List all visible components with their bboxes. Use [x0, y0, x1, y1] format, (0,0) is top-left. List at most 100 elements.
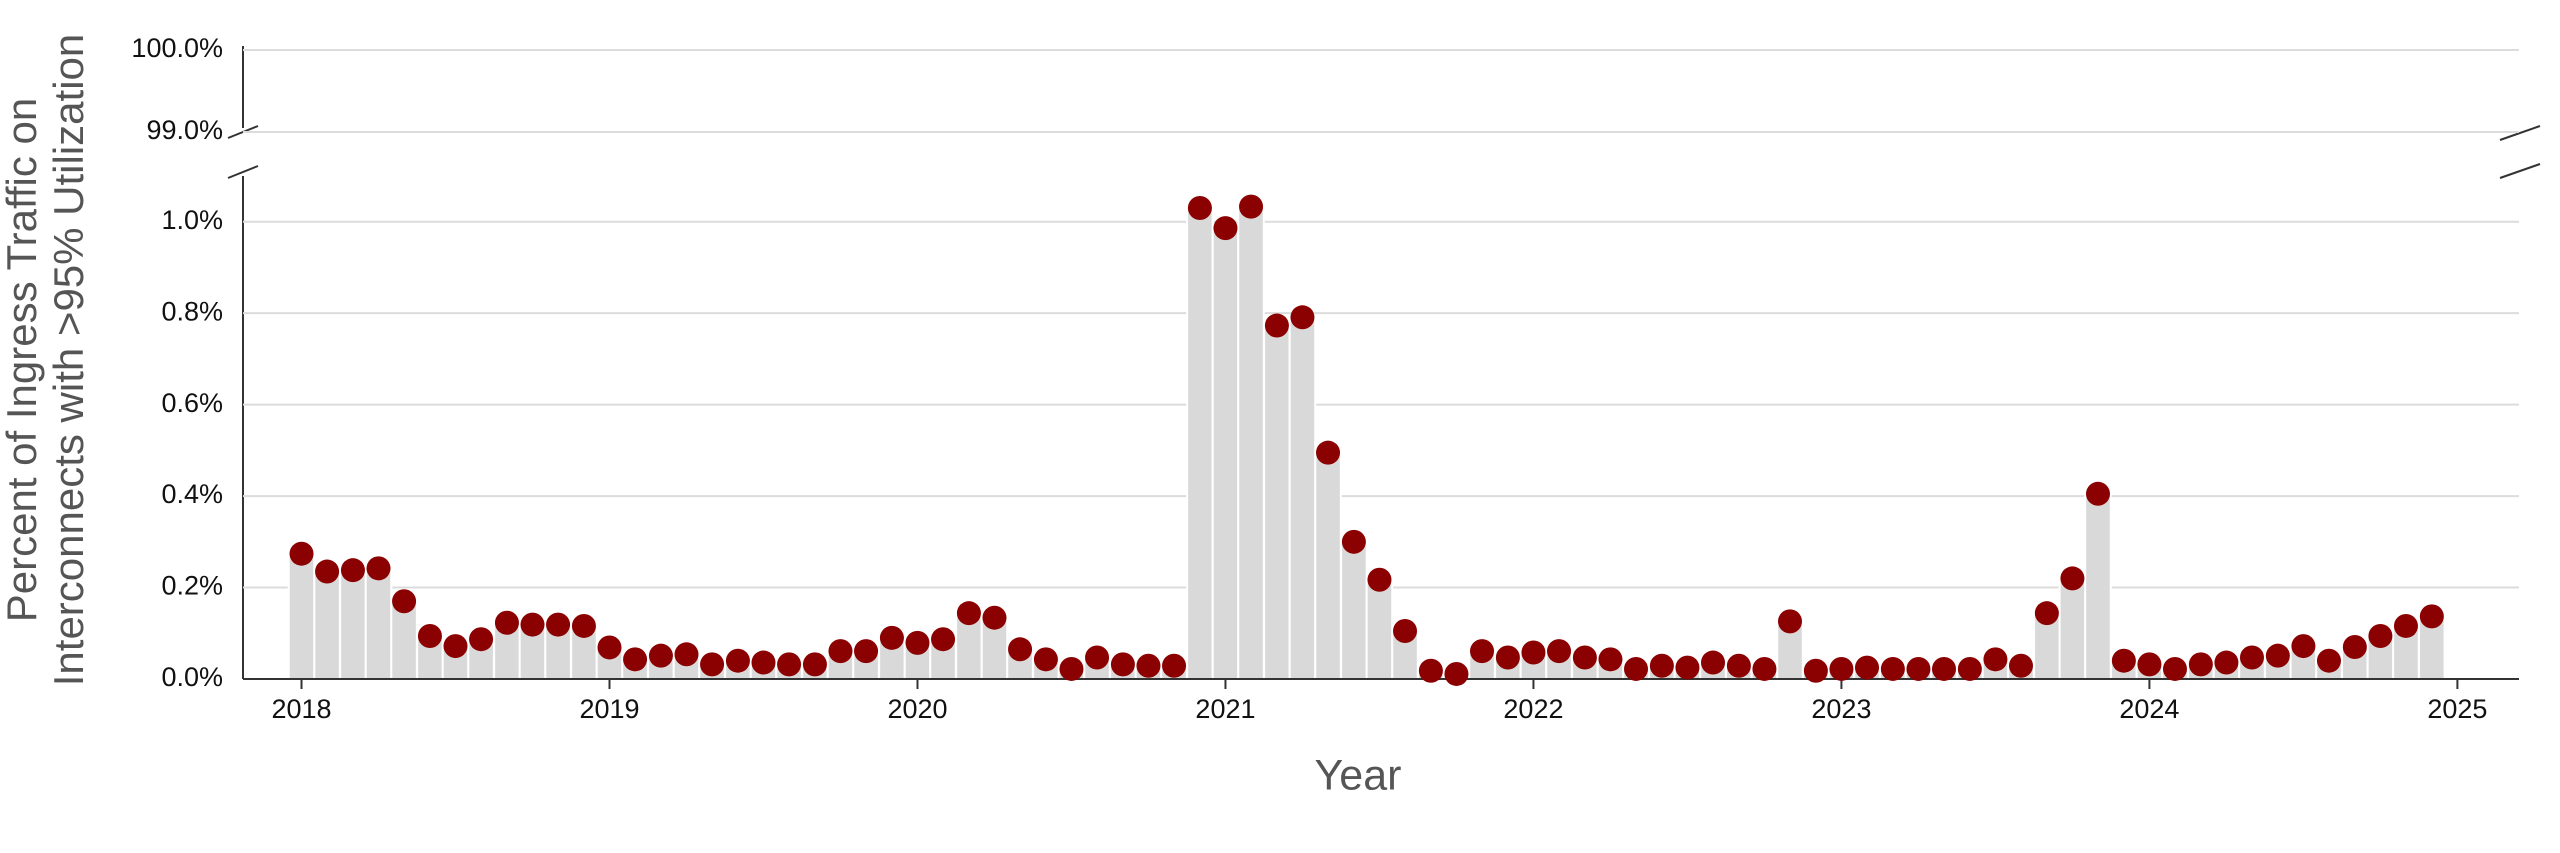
- marker: [2393, 613, 2418, 638]
- marker: [1906, 656, 1931, 681]
- marker: [1085, 645, 1110, 670]
- x-tick-label: 2024: [2119, 694, 2179, 724]
- bar: [2418, 615, 2446, 680]
- marker: [905, 630, 930, 655]
- marker: [1367, 567, 1392, 592]
- marker: [2162, 656, 2187, 681]
- marker: [289, 541, 314, 566]
- marker: [725, 648, 750, 673]
- bar: [287, 552, 316, 680]
- marker: [1418, 658, 1443, 683]
- marker: [2239, 645, 2264, 670]
- marker: [546, 612, 571, 637]
- marker: [1521, 640, 1546, 665]
- marker: [315, 559, 340, 584]
- marker: [1162, 653, 1187, 678]
- marker: [571, 613, 596, 638]
- break-mark: [227, 165, 259, 179]
- marker: [1957, 656, 1982, 681]
- marker: [1880, 656, 1905, 681]
- bar: [1288, 316, 1317, 680]
- x-tick-label: 2025: [2427, 694, 2487, 724]
- marker: [1393, 618, 1418, 643]
- y-tick-label: 0.0%: [161, 662, 223, 692]
- marker: [2214, 650, 2239, 675]
- marker: [2008, 653, 2033, 678]
- break-mark: [2499, 125, 2541, 141]
- x-tick-label: 2019: [579, 694, 639, 724]
- marker: [1701, 650, 1726, 675]
- marker: [1931, 656, 1956, 681]
- marker: [751, 650, 776, 675]
- marker: [1649, 653, 1674, 678]
- marker: [2034, 601, 2059, 626]
- marker: [982, 605, 1007, 630]
- x-tick-label: 2023: [1811, 694, 1871, 724]
- y-tick-label: 100.0%: [131, 33, 223, 63]
- marker: [1239, 194, 1264, 219]
- marker: [494, 610, 519, 635]
- marker: [2111, 648, 2136, 673]
- marker: [1675, 655, 1700, 680]
- marker: [1752, 656, 1777, 681]
- marker: [1008, 637, 1033, 662]
- marker: [956, 601, 981, 626]
- y-tick-label: 99.0%: [146, 115, 223, 145]
- marker: [1572, 645, 1597, 670]
- x-tick-label: 2022: [1503, 694, 1563, 724]
- bar: [1314, 451, 1342, 680]
- marker: [392, 589, 417, 614]
- marker: [597, 635, 622, 660]
- marker: [520, 612, 545, 637]
- marker: [1316, 440, 1341, 465]
- bar: [390, 600, 418, 680]
- bar: [1365, 578, 1394, 680]
- marker: [1187, 196, 1212, 221]
- marker: [366, 556, 391, 581]
- marker: [1495, 645, 1520, 670]
- marker: [1264, 313, 1289, 338]
- marker: [417, 624, 442, 649]
- bar: [1263, 324, 1291, 680]
- y-axis-label: Percent of Ingress Traffic on: [0, 98, 45, 623]
- y-tick-label: 0.6%: [161, 388, 223, 418]
- marker: [1854, 655, 1879, 680]
- bar: [364, 567, 393, 681]
- marker: [802, 652, 827, 677]
- marker: [1778, 609, 1803, 634]
- x-tick-label: 2021: [1195, 694, 1255, 724]
- bar: [1340, 540, 1368, 680]
- marker: [469, 627, 494, 652]
- x-axis-label: Year: [1315, 751, 1402, 799]
- marker: [1110, 652, 1135, 677]
- marker: [1829, 656, 1854, 681]
- marker: [443, 634, 468, 659]
- marker: [1033, 647, 1058, 672]
- marker: [931, 627, 956, 652]
- y-tick-label: 0.8%: [161, 296, 223, 326]
- bar: [1186, 207, 1214, 680]
- marker: [1624, 656, 1649, 681]
- marker: [2137, 652, 2162, 677]
- marker: [1803, 658, 1828, 683]
- break-mark: [2499, 163, 2541, 179]
- marker: [1341, 529, 1366, 554]
- marker: [700, 652, 725, 677]
- marker: [1547, 639, 1572, 664]
- marker: [1726, 653, 1751, 678]
- marker: [828, 639, 853, 664]
- bar: [1237, 205, 1265, 680]
- marker: [777, 652, 802, 677]
- bar: [313, 570, 341, 680]
- marker: [674, 642, 699, 667]
- marker: [1444, 661, 1469, 686]
- y-tick-label: 1.0%: [161, 205, 223, 235]
- bar: [1211, 227, 1240, 680]
- marker: [2316, 648, 2341, 673]
- marker: [854, 639, 879, 664]
- x-tick-label: 2018: [271, 694, 331, 724]
- marker: [2419, 604, 2444, 629]
- marker: [2188, 652, 2213, 677]
- marker: [1213, 216, 1238, 241]
